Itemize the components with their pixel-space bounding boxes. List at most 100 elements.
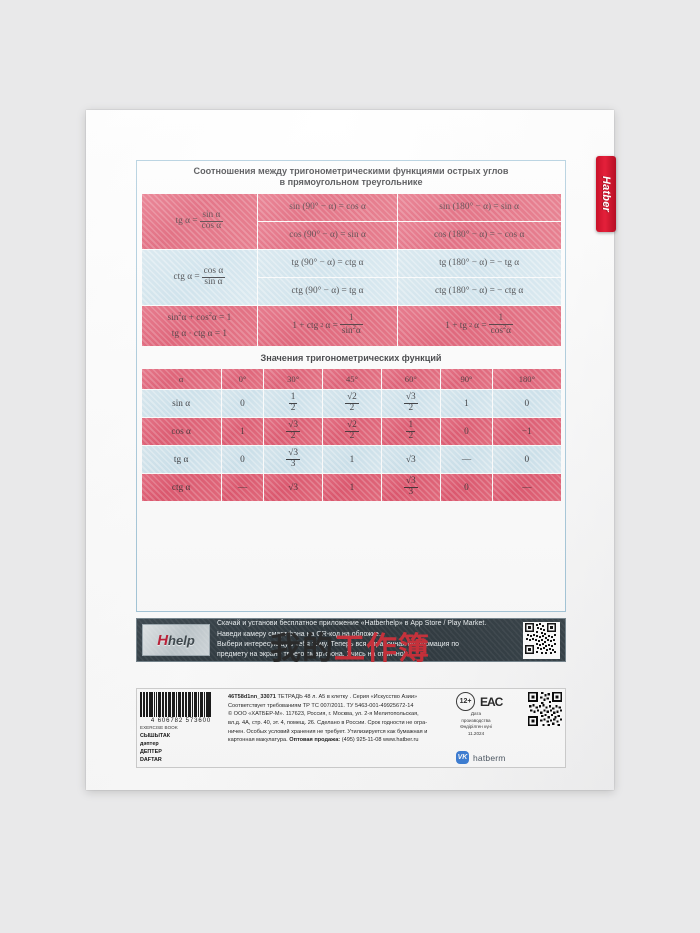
age-and-eac-group: 12+ EAC Дата производства Өндірілген күн… <box>456 692 503 738</box>
recycling-note: картонная макулатура. <box>228 737 288 744</box>
age-rating-badge: 12+ <box>456 692 475 711</box>
ctg-squared-identity-cell: 1 + ctg 2 α = 1 sin2α <box>258 306 396 346</box>
tg-0: 0 <box>222 446 263 473</box>
ctg-90-identity: ctg (90° − α) = tg α <box>258 278 396 305</box>
language-labels: EXERCISE BOOK СЫШЫТАК дәптер ДЕПТЕР DAFT… <box>140 725 222 764</box>
wholesale-value: (495) 925-11-08 www.hatber.ru <box>341 737 419 744</box>
column-header-alpha: α <box>142 369 221 389</box>
tg-90: — <box>441 446 492 473</box>
values-table-title: Значения тригонометрических функций <box>260 352 442 363</box>
product-code-line: 46T58d1nn_33071 ТЕТРАДЬ 48 л. А5 в клетк… <box>228 693 450 702</box>
hatber-tab-label: Hatber <box>600 175 612 213</box>
cos-180-identity: cos (180° − α) = − cos α <box>398 222 561 249</box>
manufacture-date: Дата производства Өндірілген күні 11.202… <box>456 711 496 738</box>
product-code: 46T58d1nn_33071 <box>228 694 276 700</box>
ctg-60: √3 3 <box>382 474 440 501</box>
wholesale-label: Оптовая продажа: <box>289 737 341 744</box>
promo-qr-code <box>523 621 560 659</box>
ctg-90: 0 <box>441 474 492 501</box>
brand-name: hatberm <box>473 752 506 763</box>
table-row: ctg α = cos α sin α tg (90° − α) = ctg α … <box>142 250 561 304</box>
identities-table: tg α = sin α cos α sin (90° − α) = cos α … <box>141 193 562 347</box>
cos-180: −1 <box>493 418 560 445</box>
table1-title-line1: Соотношения между тригонометрическими фу… <box>193 166 509 176</box>
notebook-back-cover: Hatber Соотношения между тригонометричес… <box>86 110 616 790</box>
tg-definition-cell: tg α = sin α cos α <box>142 194 258 249</box>
promo-line-2: Наведи камеру смартфона на QR-код на обл… <box>217 630 381 638</box>
sin-180: 0 <box>493 390 560 417</box>
sin-0: 0 <box>222 390 263 417</box>
promo-text: Скачай и установи бесплатное приложение … <box>217 619 516 661</box>
table-header-row: α 0° 30° 45° 60° 90° 180° <box>142 369 561 389</box>
column-header-45: 45° <box>323 369 381 389</box>
date-value: 11.2024 <box>467 730 485 736</box>
vk-icon: VK <box>456 751 469 764</box>
hhelp-logo-h: H <box>157 631 169 649</box>
tg-180-identity: tg (180° − α) = − tg α <box>398 250 561 277</box>
column-header-0: 0° <box>222 369 263 389</box>
promo-line-4: предмету на экране твоего смартфона. Учи… <box>217 651 406 659</box>
label-kk: СЫШЫТАК <box>140 732 171 739</box>
table1-title: Соотношения между тригонометрическими фу… <box>137 161 565 193</box>
tg-30: √3 3 <box>264 446 322 473</box>
label-uz: DAFTAR <box>140 756 162 763</box>
pythagorean-identity-cell: sin2α + cos2α = 1 tg α · ctg α = 1 <box>142 306 258 346</box>
column-header-60: 60° <box>382 369 440 389</box>
promo-line-3: Выбери интересующую тебя тему. Теперь вс… <box>217 641 460 648</box>
promo-line-1: Скачай и установи бесплатное приложение … <box>217 620 487 628</box>
marks-row: 12+ EAC Дата производства Өндірілген күн… <box>456 692 562 738</box>
label-en: EXERCISE BOOK <box>140 724 178 730</box>
ean-barcode <box>140 692 222 717</box>
cos-90-identity: cos (90° − α) = sin α <box>258 222 396 249</box>
hhelp-logo-help: help <box>168 632 195 648</box>
product-legal-block: 4 606782 573600 EXERCISE BOOK СЫШЫТАК дә… <box>136 688 566 768</box>
legal-line-5: ничен. Особых условий хранения не требуе… <box>228 728 428 735</box>
legal-line-6: картонная макулатура. Оптовая продажа: (… <box>228 736 450 745</box>
legal-line-3: © ООО «ХАТБЕР-М». 117623, Россия, г. Мос… <box>228 711 419 718</box>
ctg-180: — <box>493 474 560 501</box>
sin-90: 1 <box>441 390 492 417</box>
legal-line-4: вл.д. 4А, стр. 40, эт. 4, помещ. 26. Сде… <box>228 719 428 726</box>
marks-column: 12+ EAC Дата производства Өндірілген күн… <box>456 692 562 764</box>
certification-marks: 12+ EAC <box>456 692 503 711</box>
sin-90-identity: sin (90° − α) = cos α <box>258 194 396 221</box>
row-label-sin: sin α <box>142 390 221 417</box>
row-label-tg: tg α <box>142 446 221 473</box>
product-description: ТЕТРАДЬ 48 л. А5 в клетку . Серия «Искус… <box>277 694 418 700</box>
legal-line-2: Соответствует требованиям ТР ТС 007/2011… <box>228 702 414 709</box>
cover-title-black: 我的 <box>270 631 334 667</box>
ctg-definition-cell: ctg α = cos α sin α <box>142 250 258 305</box>
product-qr-code <box>528 692 562 726</box>
cos-30: √3 2 <box>264 418 322 445</box>
row-label-cos: cos α <box>142 418 221 445</box>
column-header-30: 30° <box>264 369 322 389</box>
eac-mark: EAC <box>480 694 503 709</box>
tg-squared-identity-cell: 1 + tg 2 α = 1 cos2α <box>398 306 561 346</box>
ctg-30: √3 <box>264 474 322 501</box>
cover-title: 我的工作簿 <box>86 623 614 668</box>
column-header-90: 90° <box>441 369 492 389</box>
sin-180-identity: sin (180° − α) = sin α <box>398 194 561 221</box>
table1-title-line2: в прямоугольном треугольнике <box>279 177 423 188</box>
tg-90-identity: tg (90° − α) = ctg α <box>258 250 396 277</box>
cos-0: 1 <box>222 418 263 445</box>
ctg-180-identity: ctg (180° − α) = − ctg α <box>398 278 561 305</box>
date-label-ru: Дата производства <box>461 711 491 723</box>
ctg-0: — <box>222 474 263 501</box>
cover-title-red: 工作簿 <box>334 631 430 667</box>
table-row: cos (90° − α) = sin α cos (180° − α) = −… <box>142 222 561 249</box>
column-header-180: 180° <box>493 369 560 389</box>
table-row: sin2α + cos2α = 1 tg α · ctg α = 1 1 + c… <box>142 306 561 346</box>
ctg-45: 1 <box>323 474 381 501</box>
row-label-ctg: ctg α <box>142 474 221 501</box>
cos-90: 0 <box>441 418 492 445</box>
barcode-column: 4 606782 573600 EXERCISE BOOK СЫШЫТАК дә… <box>140 692 222 764</box>
product-info-column: 46T58d1nn_33071 ТЕТРАДЬ 48 л. А5 в клетк… <box>226 692 452 764</box>
trigonometry-reference-board: Соотношения между тригонометрическими фу… <box>136 160 566 612</box>
label-ky: дәптер <box>140 740 159 747</box>
